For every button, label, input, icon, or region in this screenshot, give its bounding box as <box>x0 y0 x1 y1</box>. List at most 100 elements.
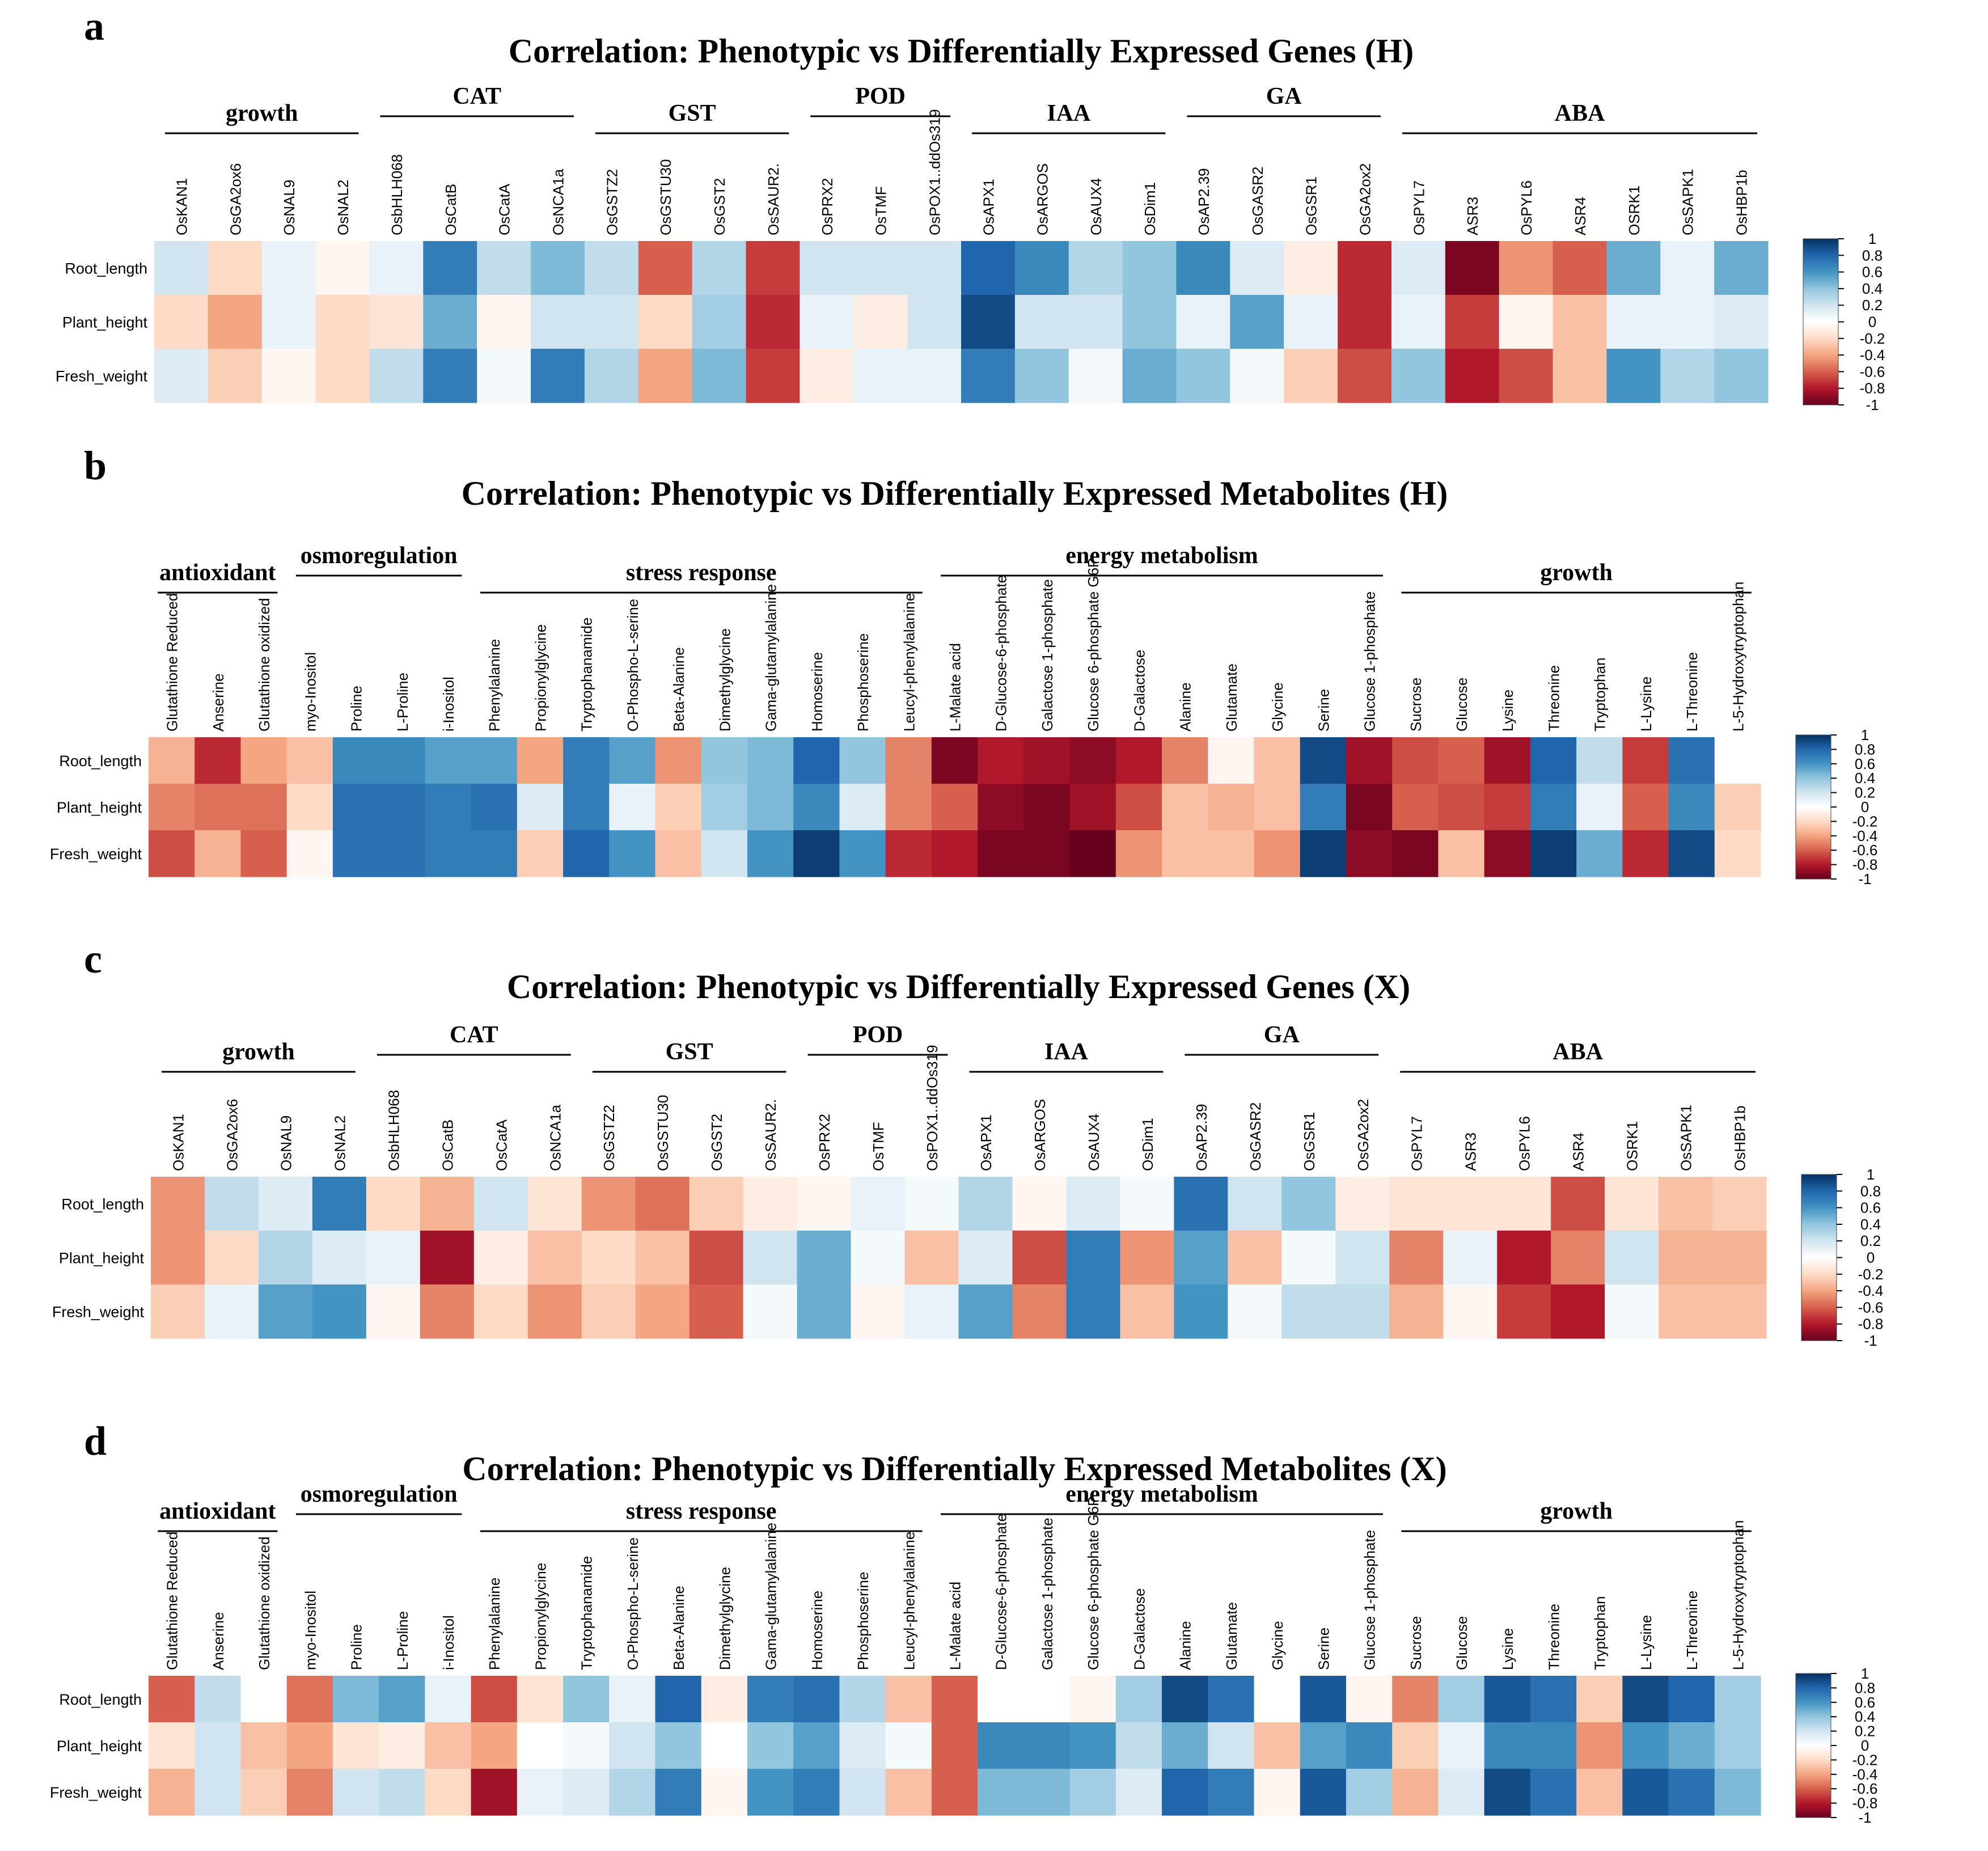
heatmap-cell <box>1174 1231 1228 1285</box>
group-label: growth <box>1540 560 1613 586</box>
heatmap-cell <box>1530 784 1577 831</box>
heatmap-cell <box>931 737 978 784</box>
heatmap-cell <box>931 1722 978 1769</box>
column-label: OsNCA1a <box>550 168 567 235</box>
heatmap-cell <box>194 1676 242 1723</box>
heatmap-cell <box>312 1284 367 1339</box>
column-label: OsHBP1b <box>1732 1105 1749 1171</box>
heatmap-cell <box>1484 784 1531 831</box>
column-label: Glucose 1-phosphate <box>1361 1530 1378 1670</box>
heatmap-cell <box>609 737 656 784</box>
heatmap-cell <box>747 1769 794 1816</box>
colorbar-tick-label: -0.2 <box>1860 330 1885 347</box>
row-label: Root_length <box>59 1691 142 1708</box>
heatmap-cell <box>1284 295 1338 349</box>
column-label: D-Glucose-6-phosphate <box>993 1514 1010 1670</box>
heatmap-cell <box>1254 830 1301 877</box>
column-label: myo-Inositol <box>302 1591 319 1670</box>
heatmap-cell <box>1551 1231 1605 1285</box>
column-label: OsPYL7 <box>1410 180 1427 235</box>
group-label: CAT <box>452 83 501 109</box>
heatmap-cell <box>1115 1676 1162 1723</box>
heatmap-cell <box>423 349 477 403</box>
heatmap-cell <box>149 1722 195 1769</box>
heatmap-cell <box>1254 1769 1301 1816</box>
column-label: OsPOX1..ddOs319 <box>927 109 944 235</box>
heatmap-cell <box>1443 1177 1498 1231</box>
heatmap-cell <box>958 1284 1013 1339</box>
column-label: OsHBP1b <box>1733 170 1750 235</box>
heatmap-cell <box>885 784 932 831</box>
heatmap-cell <box>1438 1722 1485 1769</box>
heatmap-cell <box>1605 1231 1659 1285</box>
heatmap-cell <box>1338 241 1392 295</box>
column-label: Beta-Alanine <box>670 1586 687 1670</box>
heatmap-cell <box>961 241 1016 295</box>
panel-b: b Correlation: Phenotypic vs Differential… <box>50 443 1878 888</box>
colorbar-tick-label: 0.6 <box>1855 755 1875 772</box>
column-label: Threonine <box>1545 1604 1562 1670</box>
column-label: Propionylglycine <box>532 624 549 732</box>
column-label: OsGST2 <box>711 178 728 235</box>
row-label: Plant_height <box>59 1250 145 1267</box>
heatmap-cell <box>1668 830 1715 877</box>
group-label: ABA <box>1555 100 1605 126</box>
column-label: OsNCA1a <box>547 1104 564 1171</box>
heatmap-cell <box>1392 1676 1439 1723</box>
group-label: growth <box>1540 1498 1613 1524</box>
heatmap-cell <box>1445 241 1500 295</box>
heatmap-cell <box>420 1231 475 1285</box>
column-label: Glucose <box>1453 678 1470 732</box>
heatmap-cell <box>797 1177 852 1231</box>
heatmap-cell <box>904 1177 959 1231</box>
column-label: Glutathione oxidized <box>256 598 273 732</box>
column-label: Beta-Alanine <box>670 647 687 732</box>
heatmap-cell <box>1438 1769 1485 1816</box>
heatmap-cell <box>366 1231 421 1285</box>
heatmap-cell <box>701 830 748 877</box>
heatmap-cell <box>1497 1284 1551 1339</box>
heatmap-cell <box>1012 1231 1067 1285</box>
heatmap-cell <box>746 241 800 295</box>
colorbar-tick-label: -0.4 <box>1852 827 1878 844</box>
colorbar-tick-label: 0 <box>1868 314 1876 331</box>
colorbar-tick-label: 0 <box>1867 1249 1875 1266</box>
heatmap-cell <box>701 1676 748 1723</box>
heatmap-cell <box>692 349 747 403</box>
colorbar-tick-label: 0.6 <box>1862 264 1883 281</box>
heatmap-cell <box>261 349 316 403</box>
panel-letter: b <box>84 443 107 488</box>
heatmap-cell <box>1553 349 1607 403</box>
heatmap-cell <box>261 295 316 349</box>
column-label: OsAP2.39 <box>1195 168 1212 235</box>
heatmap-cell <box>1714 295 1769 349</box>
heatmap-cell <box>655 784 702 831</box>
heatmap-cell <box>369 241 424 295</box>
heatmap-cell <box>531 241 585 295</box>
heatmap-cell <box>797 1231 852 1285</box>
heatmap-cell <box>366 1177 421 1231</box>
column-label: Phenylalanine <box>486 1578 503 1670</box>
heatmap-cell <box>851 1231 906 1285</box>
heatmap-cell <box>885 830 932 877</box>
heatmap-cell <box>1622 1769 1669 1816</box>
heatmap-cell <box>1208 830 1255 877</box>
heatmap-cell <box>471 830 518 877</box>
heatmap-cell <box>1389 1284 1444 1339</box>
column-label: L-Threonine <box>1684 652 1701 732</box>
colorbar-tick-label: 0.8 <box>1855 1679 1875 1696</box>
row-label: Plant_height <box>57 1738 142 1755</box>
heatmap-cell <box>609 784 656 831</box>
column-label: Glycine <box>1269 1621 1286 1670</box>
heatmap-cell <box>797 1284 852 1339</box>
heatmap-cell <box>194 784 242 831</box>
column-label: L-Lysine <box>1638 1615 1655 1670</box>
colorbar-tick-label: 0.4 <box>1855 770 1875 787</box>
heatmap-cell <box>366 1284 421 1339</box>
heatmap-cell <box>1438 830 1485 877</box>
heatmap-cell <box>1176 295 1230 349</box>
column-label: OsNAL2 <box>331 1115 348 1171</box>
group-label: POD <box>855 83 906 109</box>
heatmap-cell <box>563 1769 610 1816</box>
heatmap-cell <box>312 1231 367 1285</box>
